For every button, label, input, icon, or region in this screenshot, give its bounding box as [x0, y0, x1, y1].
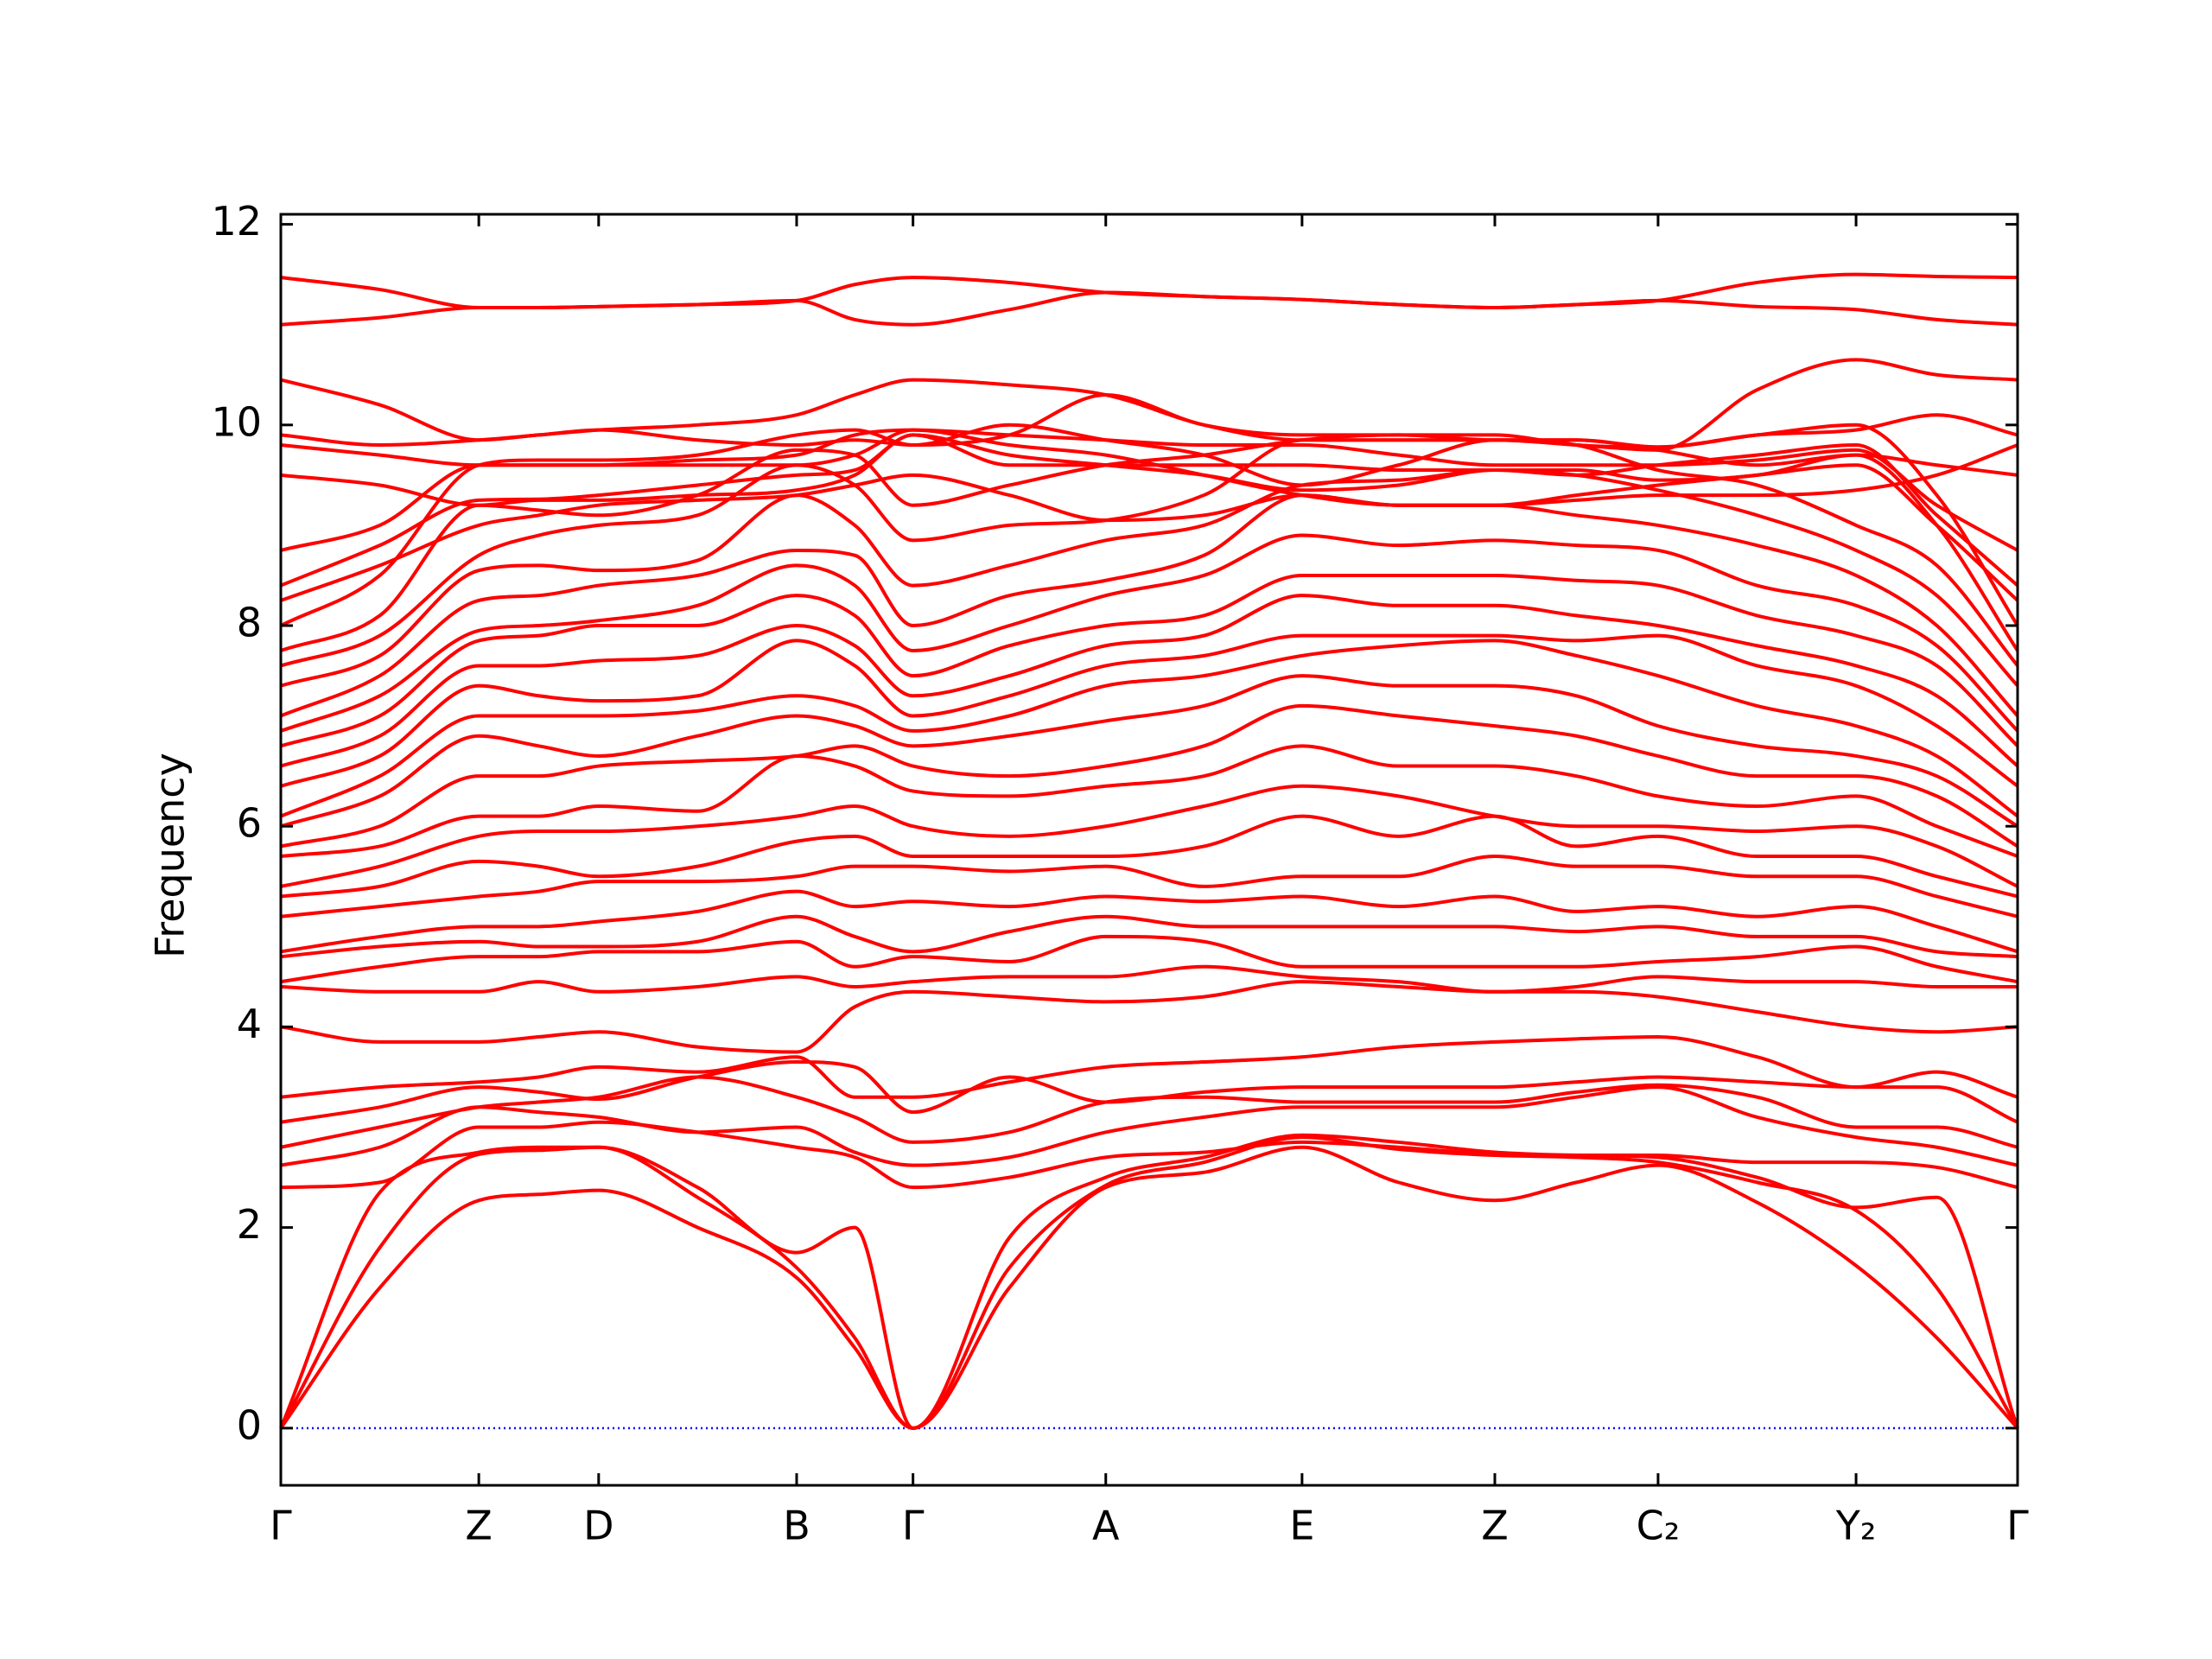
x-tick-label: C₂ [1637, 1503, 1681, 1549]
band-line [280, 594, 2019, 768]
band-line [280, 703, 2019, 849]
band-line [280, 889, 2018, 954]
band-line [279, 1133, 2019, 1430]
band-line [280, 964, 2018, 994]
y-tick-label: 6 [237, 800, 262, 847]
y-tick-label: 2 [237, 1201, 262, 1248]
y-tick-label: 0 [237, 1402, 262, 1448]
x-tick-label: E [1289, 1503, 1314, 1549]
band-line [279, 1135, 2019, 1430]
band-line [280, 855, 2018, 918]
band-line [280, 1035, 2018, 1099]
band-line [280, 1120, 2018, 1190]
band-line [280, 980, 2018, 1054]
x-tick-label: Γ [2006, 1503, 2029, 1549]
band-line [280, 428, 2018, 507]
band-line [279, 1145, 2019, 1430]
band-line [280, 493, 2019, 718]
band-line [280, 914, 2018, 959]
x-tick-label: B [783, 1503, 810, 1549]
band-line [280, 1060, 2018, 1124]
band-line [280, 433, 2019, 652]
band-line [280, 674, 2019, 829]
band-line [280, 433, 2018, 507]
x-tick-label: A [1092, 1503, 1120, 1549]
band-line [280, 533, 2019, 733]
band-line [280, 272, 2018, 309]
band-line [280, 639, 2019, 818]
y-tick-label: 12 [211, 198, 262, 245]
x-tick-label: Y₂ [1835, 1503, 1877, 1549]
band-line [280, 784, 2018, 888]
plot-frame [279, 213, 2019, 1487]
x-tick-label: D [583, 1503, 613, 1549]
band-line [280, 934, 2018, 984]
x-tick-label: Γ [270, 1503, 292, 1549]
y-axis-label: Frequency [147, 753, 194, 958]
band-line [280, 428, 2018, 552]
y-tick-label: 4 [237, 1001, 262, 1047]
y-tick-label: 10 [211, 398, 262, 445]
band-line [280, 1085, 2018, 1167]
band-line [280, 633, 2019, 788]
band-line [280, 814, 2018, 899]
band-line [280, 358, 2018, 452]
y-tick-label: 8 [237, 600, 262, 646]
x-tick-label: Z [1481, 1503, 1509, 1549]
band-line [280, 744, 2018, 859]
band-line [280, 468, 2019, 688]
band-line [280, 573, 2019, 748]
x-tick-label: Γ [902, 1503, 925, 1549]
x-tick-label: Z [465, 1503, 493, 1549]
